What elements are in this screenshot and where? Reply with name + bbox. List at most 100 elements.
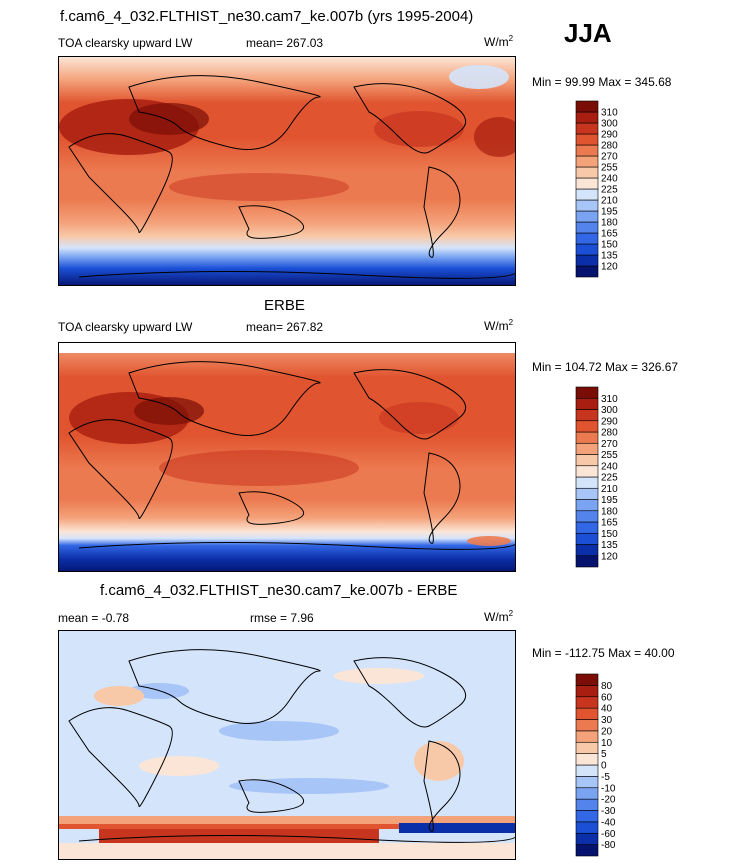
colorbar-box: [575, 696, 599, 709]
panel3-map-field: [59, 631, 515, 859]
panel1-minmax: Min = 99.99 Max = 345.68: [532, 75, 672, 89]
colorbar-box: [575, 465, 599, 478]
colorbar-tick-label: -30: [601, 806, 616, 817]
panel3-map: [58, 630, 516, 860]
colorbar-box: [575, 673, 599, 686]
colorbar-box: [575, 122, 599, 135]
panel2-mean: mean= 267.82: [246, 320, 323, 334]
panel2-colorbar: 120 135 150 165 180 195 210 225 240 255 270 280 290 3…: [575, 386, 636, 568]
colorbar-tick-label: 30: [601, 715, 613, 726]
colorbar-tick-label: 5: [601, 749, 607, 760]
colorbar-box: [575, 111, 599, 124]
colorbar-box: [575, 499, 599, 512]
colorbar-box: [575, 254, 599, 267]
panel2-title: ERBE: [264, 297, 305, 314]
colorbar-tick-label: 225: [601, 185, 618, 196]
panel2-map: [58, 342, 516, 572]
colorbar-box: [575, 133, 599, 146]
colorbar-tick-label: 290: [601, 130, 618, 141]
colorbar-box: [575, 243, 599, 256]
panel2-mean-label: mean=: [246, 320, 284, 334]
colorbar-tick-label: 150: [601, 529, 618, 540]
colorbar-tick-label: 270: [601, 439, 618, 450]
colorbar-box: [575, 476, 599, 489]
panel2-map-field: [59, 343, 515, 571]
colorbar-tick-label: 150: [601, 240, 618, 251]
colorbar-tick-label: 255: [601, 450, 618, 461]
colorbar-tick-label: 135: [601, 251, 618, 262]
colorbar-tick-label: 225: [601, 473, 618, 484]
colorbar-box: [575, 155, 599, 168]
colorbar-tick-label: 240: [601, 174, 618, 185]
panel2-units: W/m2: [484, 318, 514, 333]
colorbar-tick-label: 300: [601, 119, 618, 130]
panel3-rmse: rmse = 7.96: [250, 611, 314, 625]
colorbar-box: [575, 221, 599, 234]
panel1-title: f.cam6_4_032.FLTHIST_ne30.cam7_ke.007b (…: [60, 8, 474, 25]
colorbar-box: [575, 707, 599, 720]
panel1-mean-value: 267.03: [286, 36, 324, 50]
colorbar-box: [575, 510, 599, 523]
colorbar-box: [575, 232, 599, 245]
colorbar-tick-label: 240: [601, 461, 618, 472]
colorbar-box: [575, 544, 599, 557]
colorbar-box: [575, 431, 599, 444]
colorbar-tick-label: 210: [601, 196, 618, 207]
panel1-map-field: [59, 57, 515, 285]
panel1-colorbar: 120 135 150 165 180 195 210 225 240 255 270 280 290 3…: [575, 100, 636, 278]
colorbar-box: [575, 821, 599, 834]
colorbar-tick-label: -40: [601, 817, 616, 828]
panel2-colorbar-graphic: 1201351501651801952102252402552702802903…: [575, 386, 618, 568]
colorbar-box: [575, 386, 599, 399]
colorbar-box: [575, 730, 599, 743]
colorbar-tick-label: 135: [601, 540, 618, 551]
colorbar-tick-label: 180: [601, 506, 618, 517]
colorbar-tick-label: -5: [601, 772, 610, 783]
colorbar-tick-label: 310: [601, 394, 618, 405]
colorbar-tick-label: 270: [601, 152, 618, 163]
colorbar-tick-label: 290: [601, 416, 618, 427]
colorbar-tick-label: 0: [601, 761, 607, 772]
colorbar-tick-label: 80: [601, 681, 613, 692]
colorbar-box: [575, 832, 599, 845]
colorbar-box: [575, 199, 599, 212]
colorbar-tick-label: 120: [601, 262, 618, 273]
colorbar-box: [575, 753, 599, 766]
colorbar-box: [575, 144, 599, 157]
colorbar-tick-label: -80: [601, 840, 616, 851]
panel2-mean-value: 267.82: [286, 320, 324, 334]
colorbar-tick-label: 120: [601, 551, 618, 562]
colorbar-tick-label: 60: [601, 692, 613, 703]
colorbar-box: [575, 210, 599, 223]
colorbar-box: [575, 442, 599, 455]
colorbar-box: [575, 166, 599, 179]
panel2-variable-label: TOA clearsky upward LW: [58, 320, 193, 334]
panel1-units: W/m2: [484, 34, 514, 49]
colorbar-box: [575, 844, 599, 857]
colorbar-box: [575, 521, 599, 534]
colorbar-box: [575, 719, 599, 732]
colorbar-tick-label: 280: [601, 141, 618, 152]
panel1-map: [58, 56, 516, 286]
colorbar-box: [575, 685, 599, 698]
colorbar-box: [575, 397, 599, 410]
colorbar-tick-label: 20: [601, 726, 613, 737]
colorbar-box: [575, 409, 599, 422]
colorbar-tick-label: -60: [601, 829, 616, 840]
panel1-mean-label: mean=: [246, 36, 284, 50]
colorbar-tick-label: 195: [601, 495, 618, 506]
panel3-title: f.cam6_4_032.FLTHIST_ne30.cam7_ke.007b -…: [100, 582, 458, 599]
colorbar-box: [575, 810, 599, 823]
colorbar-tick-label: 280: [601, 428, 618, 439]
colorbar-tick-label: 165: [601, 229, 618, 240]
colorbar-tick-label: 180: [601, 218, 618, 229]
colorbar-box: [575, 798, 599, 811]
colorbar-tick-label: 40: [601, 704, 613, 715]
colorbar-box: [575, 188, 599, 201]
colorbar-box: [575, 532, 599, 545]
colorbar-tick-label: 310: [601, 108, 618, 119]
panel1-variable-label: TOA clearsky upward LW: [58, 36, 193, 50]
colorbar-box: [575, 787, 599, 800]
colorbar-tick-label: -20: [601, 795, 616, 806]
colorbar-tick-label: 10: [601, 738, 613, 749]
